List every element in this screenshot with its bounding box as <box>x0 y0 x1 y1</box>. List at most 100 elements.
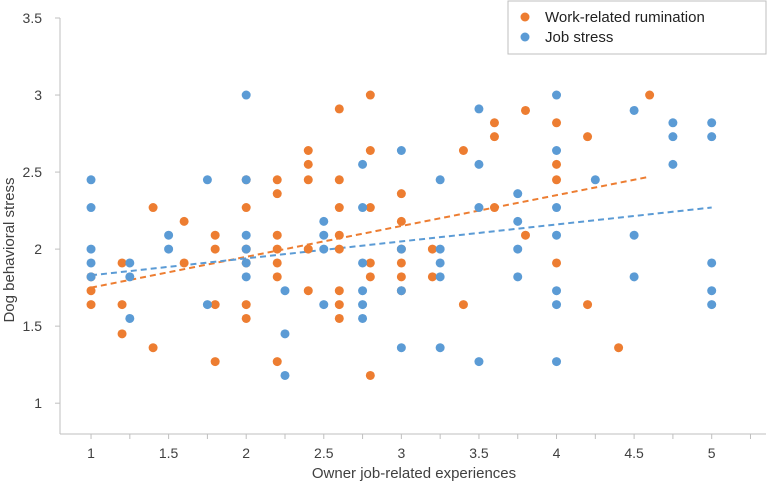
data-point-job-stress <box>707 258 717 268</box>
data-point-job-stress <box>396 286 406 296</box>
data-point-job-stress <box>552 286 562 296</box>
data-point-job-stress <box>86 244 96 254</box>
y-axis-title: Dog behavioral stress <box>1 177 18 322</box>
data-point-job-stress <box>474 203 484 213</box>
data-point-work-related-rumination <box>614 343 624 353</box>
data-point-job-stress <box>358 258 368 268</box>
data-point-job-stress <box>241 258 251 268</box>
data-point-work-related-rumination <box>334 175 344 185</box>
trendlines <box>90 175 712 289</box>
data-point-job-stress <box>86 175 96 185</box>
data-point-work-related-rumination <box>334 104 344 114</box>
data-point-job-stress <box>358 313 368 323</box>
x-tick-label: 2 <box>242 445 250 461</box>
data-point-job-stress <box>707 300 717 310</box>
data-point-job-stress <box>435 258 445 268</box>
x-tick-label: 3 <box>397 445 405 461</box>
y-tick-label: 2 <box>34 241 42 257</box>
x-axis-title: Owner job-related experiences <box>312 465 516 482</box>
legend: Work-related rumination Job stress <box>507 0 767 55</box>
data-point-work-related-rumination <box>86 286 96 296</box>
data-point-job-stress <box>280 286 290 296</box>
data-point-work-related-rumination <box>458 146 468 156</box>
data-point-work-related-rumination <box>396 189 406 199</box>
data-point-job-stress <box>164 230 174 240</box>
data-point-work-related-rumination <box>489 132 499 142</box>
data-point-job-stress <box>202 175 212 185</box>
data-point-work-related-rumination <box>210 230 220 240</box>
data-point-job-stress <box>358 203 368 213</box>
data-point-work-related-rumination <box>645 90 655 100</box>
legend-marker-work-related-rumination <box>520 12 530 22</box>
data-point-work-related-rumination <box>148 203 158 213</box>
data-point-job-stress <box>629 230 639 240</box>
data-point-job-stress <box>474 357 484 367</box>
data-point-work-related-rumination <box>148 343 158 353</box>
data-point-work-related-rumination <box>303 244 313 254</box>
data-point-job-stress <box>668 132 678 142</box>
data-point-work-related-rumination <box>272 357 282 367</box>
data-point-job-stress <box>358 300 368 310</box>
x-tick-label: 5 <box>708 445 716 461</box>
x-tick-label: 1.5 <box>159 445 179 461</box>
legend-label-work-related-rumination: Work-related rumination <box>545 9 705 26</box>
x-tick-label: 4.5 <box>624 445 644 461</box>
data-point-job-stress <box>707 118 717 128</box>
data-point-work-related-rumination <box>365 203 375 213</box>
data-point-job-stress <box>86 258 96 268</box>
data-point-work-related-rumination <box>210 300 220 310</box>
data-point-work-related-rumination <box>365 90 375 100</box>
data-point-job-stress <box>435 343 445 353</box>
data-point-work-related-rumination <box>210 244 220 254</box>
data-point-job-stress <box>707 132 717 142</box>
y-tick-label: 1.5 <box>23 318 43 334</box>
data-point-job-stress <box>241 90 251 100</box>
data-point-work-related-rumination <box>117 329 127 339</box>
data-point-work-related-rumination <box>86 300 96 310</box>
data-point-work-related-rumination <box>241 203 251 213</box>
data-point-work-related-rumination <box>396 258 406 268</box>
legend-marker-job-stress <box>520 32 530 42</box>
data-point-work-related-rumination <box>396 216 406 226</box>
data-point-job-stress <box>125 258 135 268</box>
data-point-work-related-rumination <box>272 189 282 199</box>
data-point-work-related-rumination <box>334 300 344 310</box>
data-point-job-stress <box>319 244 329 254</box>
y-tick-label: 3.5 <box>23 10 43 26</box>
data-point-job-stress <box>125 313 135 323</box>
data-point-work-related-rumination <box>365 370 375 380</box>
legend-label-job-stress: Job stress <box>545 29 613 46</box>
data-point-work-related-rumination <box>427 244 437 254</box>
data-point-job-stress <box>319 216 329 226</box>
data-point-job-stress <box>552 146 562 156</box>
data-point-work-related-rumination <box>117 258 127 268</box>
data-point-work-related-rumination <box>303 286 313 296</box>
legend-box <box>507 0 767 55</box>
x-tick-label: 2.5 <box>314 445 334 461</box>
data-point-work-related-rumination <box>272 230 282 240</box>
data-point-work-related-rumination <box>272 244 282 254</box>
data-point-job-stress <box>552 230 562 240</box>
data-point-job-stress <box>552 300 562 310</box>
trendline-job-stress <box>90 206 712 277</box>
data-point-work-related-rumination <box>272 258 282 268</box>
data-point-job-stress <box>241 272 251 282</box>
data-point-job-stress <box>319 300 329 310</box>
data-point-job-stress <box>396 343 406 353</box>
y-tick-label: 3 <box>34 87 42 103</box>
y-tick-label: 2.5 <box>23 164 43 180</box>
data-point-work-related-rumination <box>179 258 189 268</box>
data-point-job-stress <box>280 329 290 339</box>
data-point-work-related-rumination <box>303 175 313 185</box>
axes <box>59 18 766 435</box>
data-point-work-related-rumination <box>520 230 530 240</box>
x-tick-label: 4 <box>553 445 561 461</box>
data-point-job-stress <box>435 272 445 282</box>
data-point-work-related-rumination <box>396 272 406 282</box>
data-point-work-related-rumination <box>272 175 282 185</box>
data-point-work-related-rumination <box>489 118 499 128</box>
data-point-work-related-rumination <box>583 132 593 142</box>
data-point-work-related-rumination <box>552 175 562 185</box>
data-point-job-stress <box>86 272 96 282</box>
